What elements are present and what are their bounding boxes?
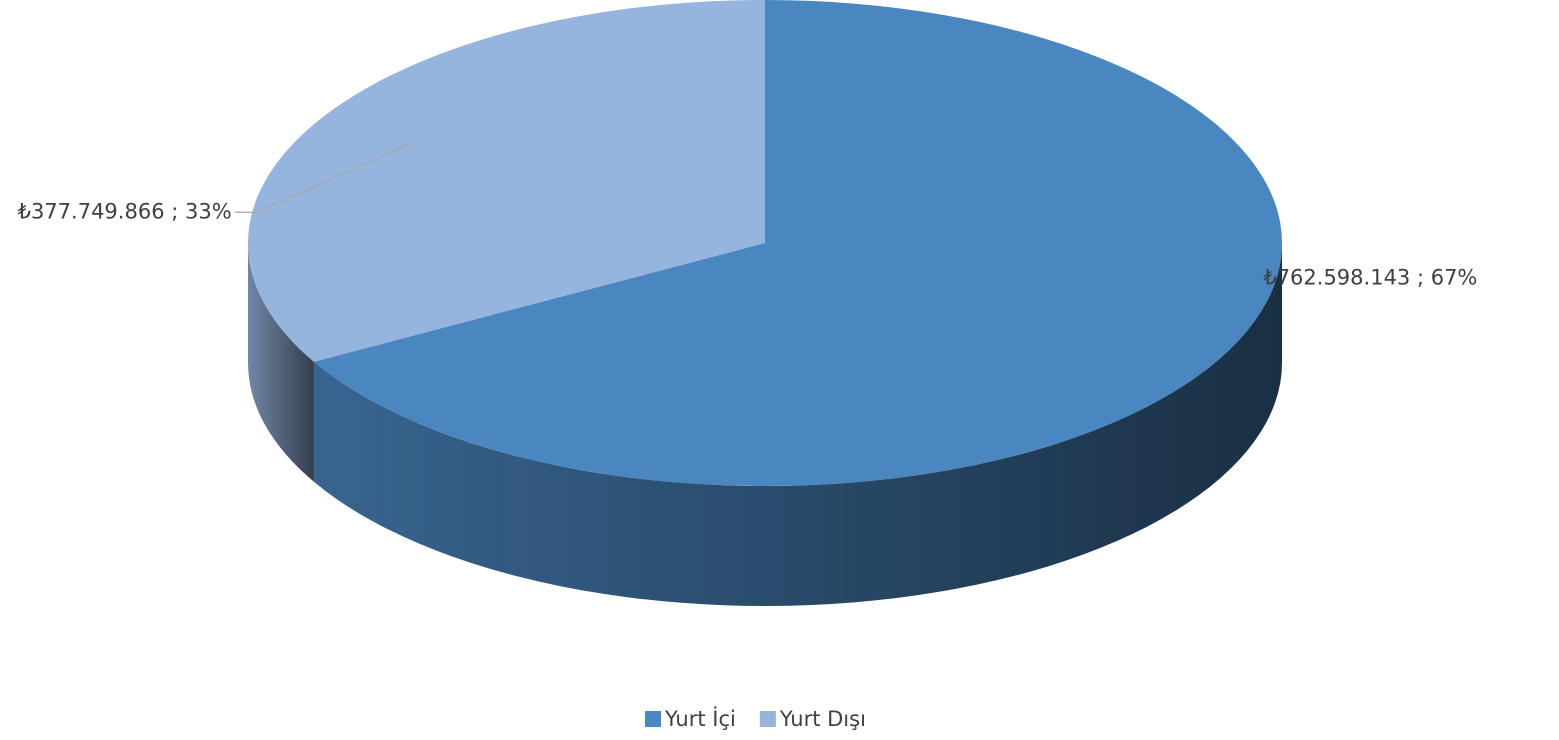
- slice: [313, 0, 1283, 486]
- slice-side: [248, 243, 314, 482]
- legend-label: Yurt İçi: [664, 706, 736, 731]
- legend-swatch: [759, 711, 776, 727]
- legend-swatch: [645, 711, 661, 727]
- slice-side: [313, 243, 1282, 606]
- data-label: ₺377.749.866 ; 33%: [18, 199, 232, 223]
- slice: [248, 0, 766, 362]
- legend-label: Yurt Dışı: [779, 707, 866, 731]
- leader-line: [234, 144, 409, 213]
- data-label: ₺762.598.143 ; 67%: [1263, 266, 1477, 290]
